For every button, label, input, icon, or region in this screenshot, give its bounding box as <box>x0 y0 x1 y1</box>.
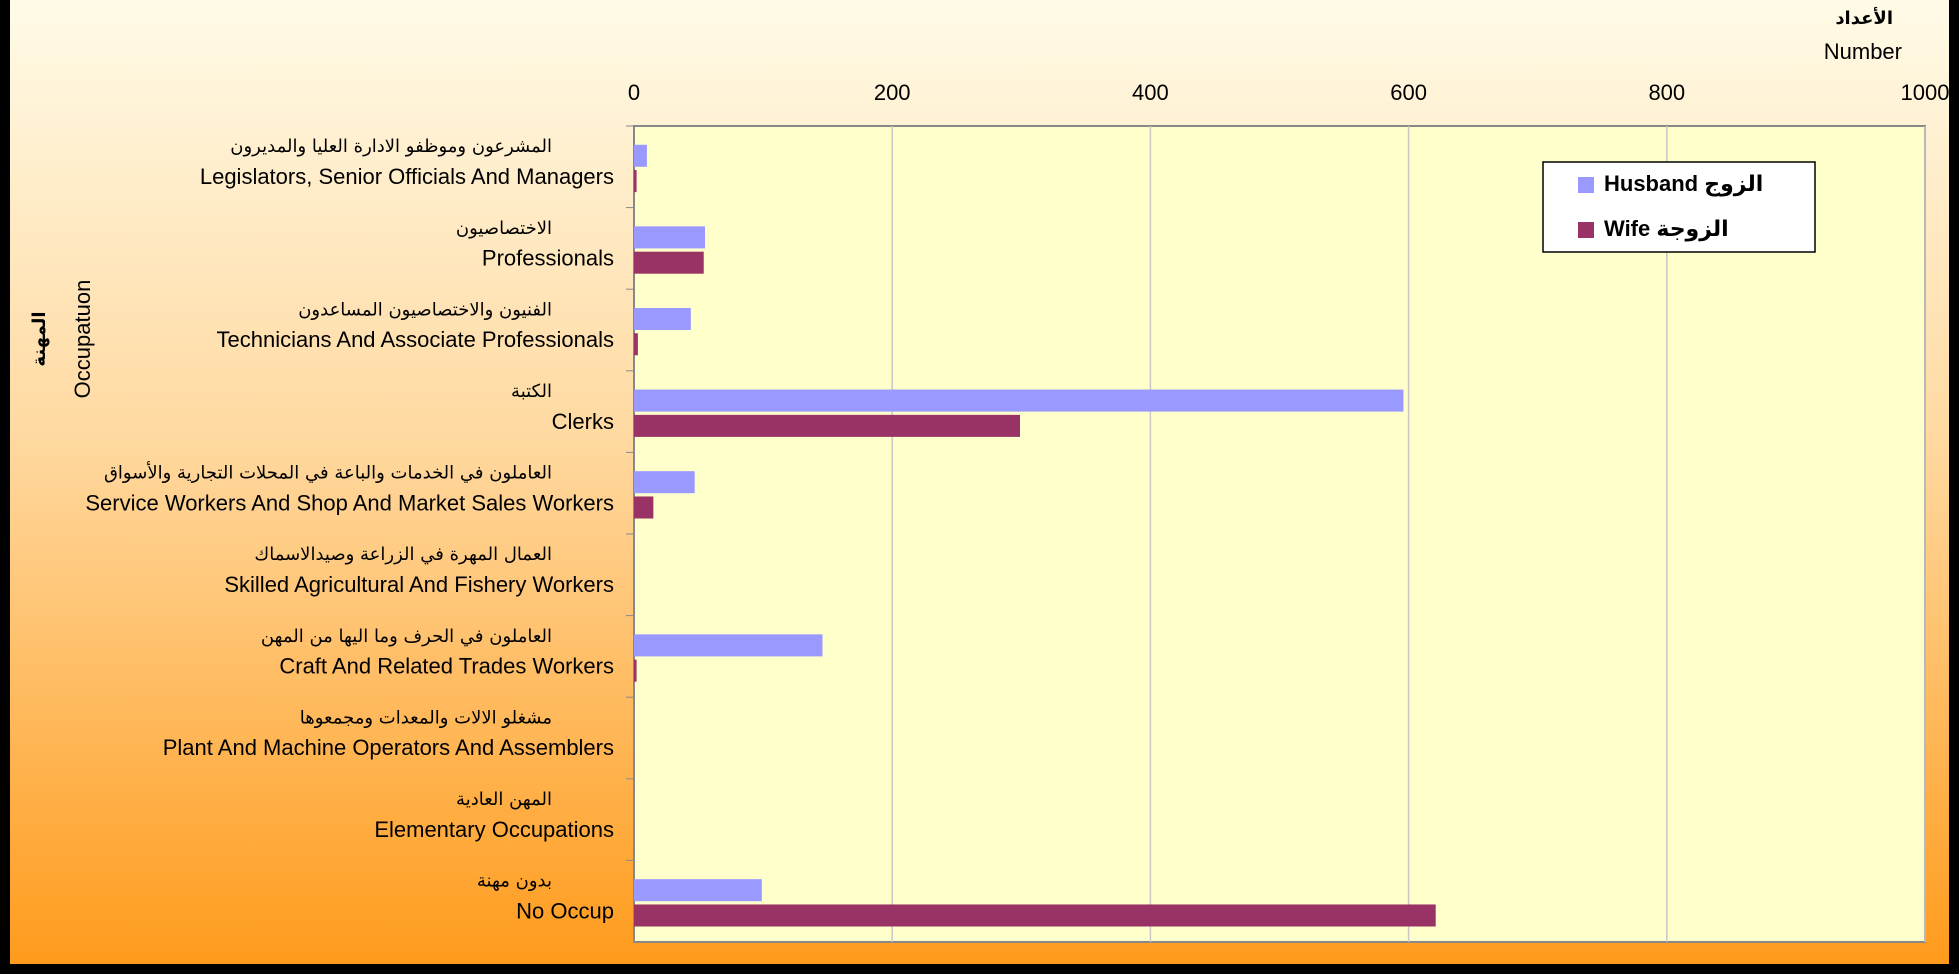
y-tick-label: No Occup <box>516 898 614 923</box>
bar <box>634 414 1021 437</box>
y-tick-label: Legislators, Senior Officials And Manage… <box>200 164 614 189</box>
y-tick-label-ar: المهن العادية <box>456 789 552 810</box>
bar <box>634 904 1436 927</box>
legend-marker <box>1578 177 1594 193</box>
x-tick-label: 1000 <box>1901 80 1950 105</box>
bar <box>634 144 647 167</box>
bar <box>634 496 654 519</box>
y-tick-label-ar: المشرعون وموظفو الادارة العليا والمديرون <box>230 136 552 157</box>
y-tick-label: Service Workers And Shop And Market Sale… <box>85 490 614 515</box>
y-axis-title-ar: المهنة <box>29 311 50 366</box>
y-tick-label-ar: بدون مهنة <box>477 871 552 892</box>
x-axis-title: Number <box>1824 39 1902 64</box>
bar <box>634 659 637 682</box>
bar <box>634 471 695 494</box>
bar <box>634 389 1404 412</box>
x-tick-label: 200 <box>874 80 911 105</box>
y-tick-label: Craft And Related Trades Workers <box>279 654 614 679</box>
y-tick-label-ar: مشغلو الالات والمعدات ومجمعوها <box>300 707 552 728</box>
y-tick-label: Elementary Occupations <box>374 817 614 842</box>
y-axis-title: Occupatuon <box>70 280 95 399</box>
legend-marker <box>1578 222 1594 238</box>
y-tick-label-ar: الكتبة <box>511 381 552 402</box>
y-tick-label-ar: العاملون في الحرف وما اليها من المهن <box>261 626 552 647</box>
bar <box>634 879 762 902</box>
x-tick-label: 0 <box>628 80 640 105</box>
x-axis-title-ar: الأعداد <box>1835 7 1893 29</box>
legend-label: Husband الزوج <box>1604 171 1763 197</box>
bar <box>634 251 704 274</box>
y-tick-label-ar: الاختصاصيون <box>456 218 552 239</box>
legend-label: Wife الزوجة <box>1604 216 1729 242</box>
y-tick-label-ar: العمال المهرة في الزراعة وصيدالاسماك <box>254 544 552 565</box>
y-tick-label-ar: العاملون في الخدمات والباعة في المحلات ا… <box>104 462 552 484</box>
plot-area <box>633 125 1926 943</box>
bar <box>634 307 691 330</box>
y-tick-label: Technicians And Associate Professionals <box>217 327 614 352</box>
x-tick-label: 600 <box>1390 80 1427 105</box>
bar <box>634 634 823 657</box>
y-tick-label: Plant And Machine Operators And Assemble… <box>163 735 614 760</box>
y-tick-label: Skilled Agricultural And Fishery Workers <box>224 572 614 597</box>
bar <box>634 170 637 193</box>
bar <box>634 333 638 356</box>
y-tick-label-ar: الفنيون والاختصاصيون المساعدون <box>298 299 552 320</box>
x-tick-label: 800 <box>1648 80 1685 105</box>
y-axis-title-group: المهنة Occupatuon <box>29 280 95 399</box>
y-tick-label: Clerks <box>552 409 614 434</box>
y-tick-label: Professionals <box>482 246 614 271</box>
bar <box>634 226 706 249</box>
x-tick-label: 400 <box>1132 80 1169 105</box>
